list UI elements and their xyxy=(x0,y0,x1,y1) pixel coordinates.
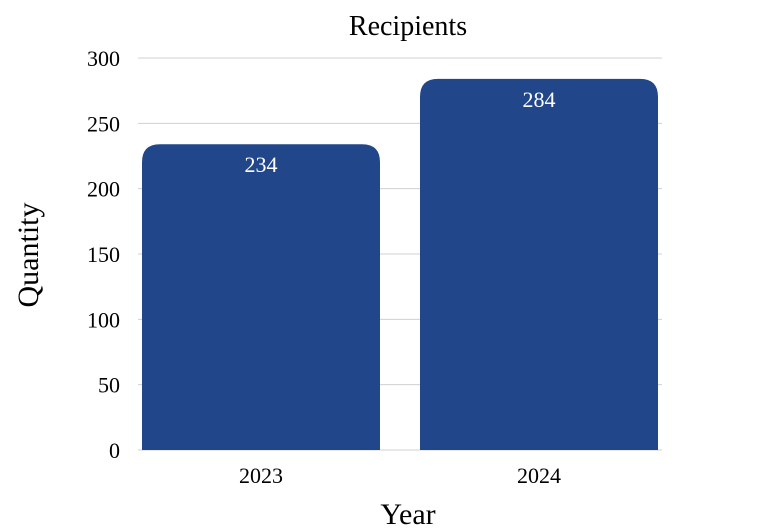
y-axis-title: Quantity xyxy=(12,203,45,308)
y-tick-label: 0 xyxy=(109,438,120,463)
x-tick-label: 2023 xyxy=(239,463,283,488)
x-tick-label: 2024 xyxy=(517,463,561,488)
chart-title: Recipients xyxy=(349,11,467,42)
data-labels: 234 284 xyxy=(245,87,556,177)
bar-2024 xyxy=(420,78,658,450)
y-tick-label: 200 xyxy=(87,177,120,202)
y-tick-label: 100 xyxy=(87,307,120,332)
y-tick-label: 250 xyxy=(87,111,120,136)
y-tick-label: 150 xyxy=(87,242,120,267)
bar-2023 xyxy=(142,144,380,451)
x-axis-title: Year xyxy=(380,498,435,529)
x-axis-ticks: 2023 2024 xyxy=(239,463,561,488)
y-tick-label: 300 xyxy=(87,46,120,71)
data-label: 234 xyxy=(245,152,278,177)
bars xyxy=(142,78,658,451)
data-label: 284 xyxy=(523,87,556,112)
y-axis-ticks: 0 50 100 150 200 250 300 xyxy=(87,46,120,463)
y-tick-label: 50 xyxy=(98,373,120,398)
